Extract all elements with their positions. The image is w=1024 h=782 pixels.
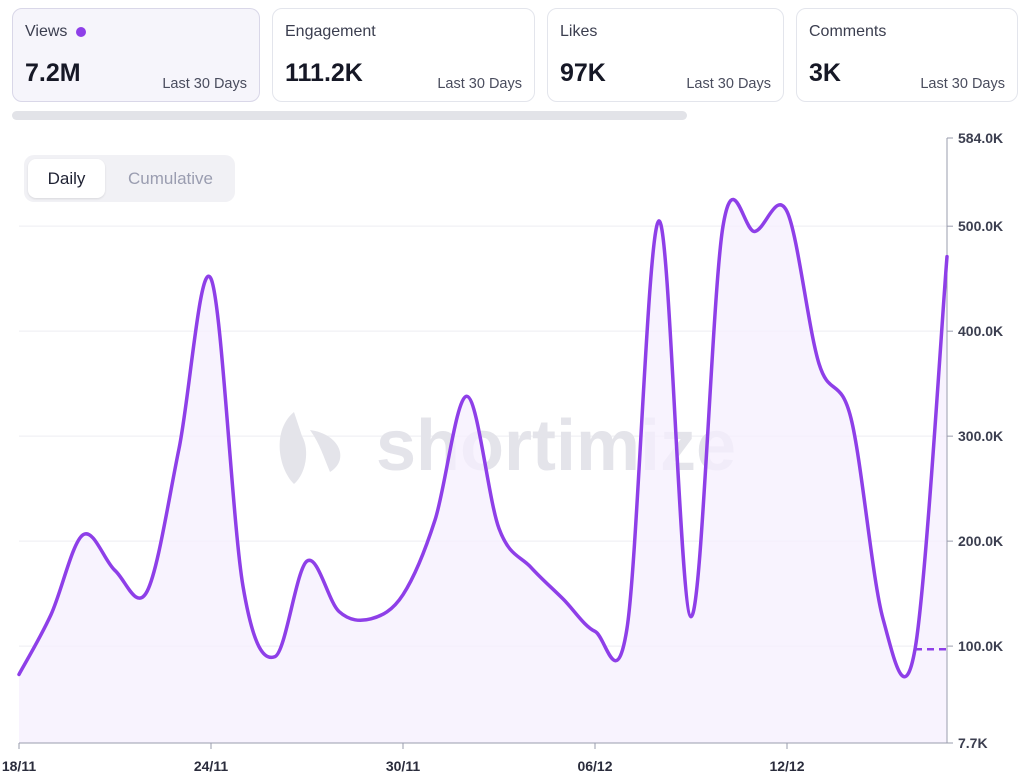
x-tick-label: 30/11 [386,758,420,774]
daily-tab[interactable]: Daily [28,159,105,198]
data-point [721,224,725,228]
selected-dot-icon [76,27,87,37]
y-tick-label: 500.0K [958,218,1003,234]
data-point [881,617,885,621]
x-tick-label: 18/11 [2,758,36,774]
watermark-logo-icon [279,412,341,484]
view-toggle: Daily Cumulative [24,155,235,202]
data-point [337,609,341,613]
data-point [817,362,821,366]
data-point [369,617,373,621]
y-axis-ticks: 584.0K 500.0K 400.0K 300.0K 200.0K 100.0K 7.7K [947,130,1003,751]
data-point [945,255,949,259]
data-point [273,655,277,659]
y-tick-label: 100.0K [958,638,1003,654]
horizontal-scrollbar[interactable] [12,111,687,120]
x-tick-label: 24/11 [194,758,228,774]
cumulative-tab[interactable]: Cumulative [127,169,214,188]
data-point [657,219,661,223]
y-tick-label: 7.7K [958,735,988,751]
data-point [561,597,565,601]
watermark-text: shortimize [376,406,736,486]
data-point [625,626,629,630]
data-point [113,569,117,573]
views-period: Last 30 Days [162,76,247,92]
views-card[interactable]: Views 7.2M Last 30 Days [12,8,260,102]
data-point [785,209,789,213]
engagement-period: Last 30 Days [437,76,522,92]
data-point [689,615,693,619]
data-point [177,447,181,451]
data-point [145,590,149,594]
y-tick-label: 300.0K [958,428,1003,444]
views-series-line [17,197,949,679]
engagement-value: 111.2K [285,59,363,87]
x-axis-ticks: 18/11 24/11 30/11 06/12 12/12 [2,743,805,774]
comments-card[interactable]: Comments 3K Last 30 Days [796,8,1018,102]
data-point [81,533,85,537]
data-point [593,629,597,633]
area-fill [19,199,947,744]
likes-label: Likes [560,23,598,40]
data-point [305,559,309,563]
likes-period: Last 30 Days [686,76,771,92]
data-point [529,565,533,569]
views-label: Views [25,23,87,41]
y-tick-label: 400.0K [958,323,1003,339]
y-tick-label: 200.0K [958,533,1003,549]
data-point [433,518,437,522]
likes-card[interactable]: Likes 97K Last 30 Days [547,8,784,102]
data-point [753,229,757,233]
data-point [913,647,917,651]
comments-label: Comments [809,23,887,40]
data-point [849,416,853,420]
data-point [49,613,53,617]
comments-period: Last 30 Days [920,76,1005,92]
data-point [209,277,213,281]
x-tick-label: 12/12 [769,758,804,774]
y-tick-label: 584.0K [958,130,1003,146]
data-point [17,672,21,676]
engagement-label: Engagement [285,23,376,40]
comments-value: 3K [809,59,841,87]
likes-value: 97K [560,59,606,87]
data-point [241,584,245,588]
data-point [401,593,405,597]
x-tick-label: 06/12 [577,758,612,774]
data-point [465,394,469,398]
engagement-card[interactable]: Engagement 111.2K Last 30 Days [272,8,535,102]
views-value: 7.2M [25,59,81,87]
data-point [497,527,501,531]
